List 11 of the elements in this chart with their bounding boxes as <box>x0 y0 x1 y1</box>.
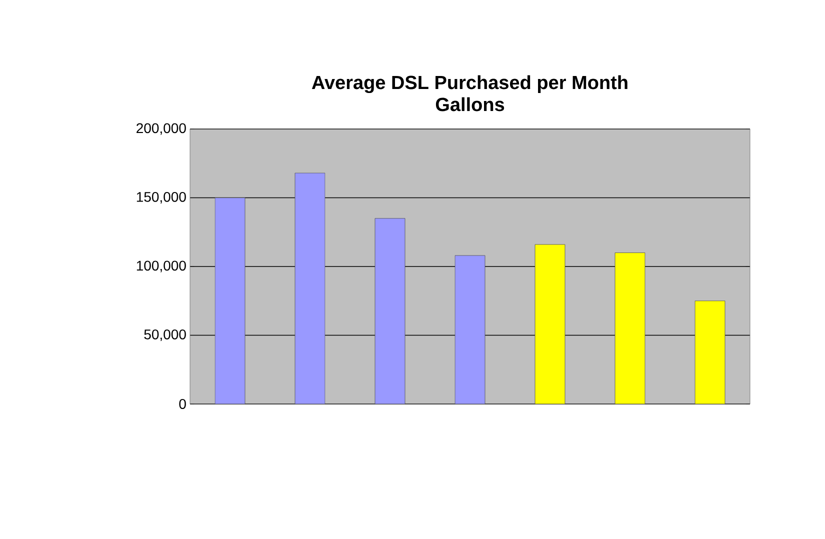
y-tick-label: 100,000 <box>136 260 186 272</box>
bar <box>694 300 726 404</box>
bar <box>374 218 406 404</box>
y-tick-label: 200,000 <box>136 123 186 135</box>
y-tick-label: 50,000 <box>144 329 186 342</box>
y-tick-label: 150,000 <box>136 192 186 204</box>
bar <box>614 252 646 404</box>
chart-title: Average DSL Purchased per Month Gallons <box>312 75 628 112</box>
bar <box>294 172 326 404</box>
bar <box>454 255 486 404</box>
y-tick-label: 0 <box>179 399 186 409</box>
